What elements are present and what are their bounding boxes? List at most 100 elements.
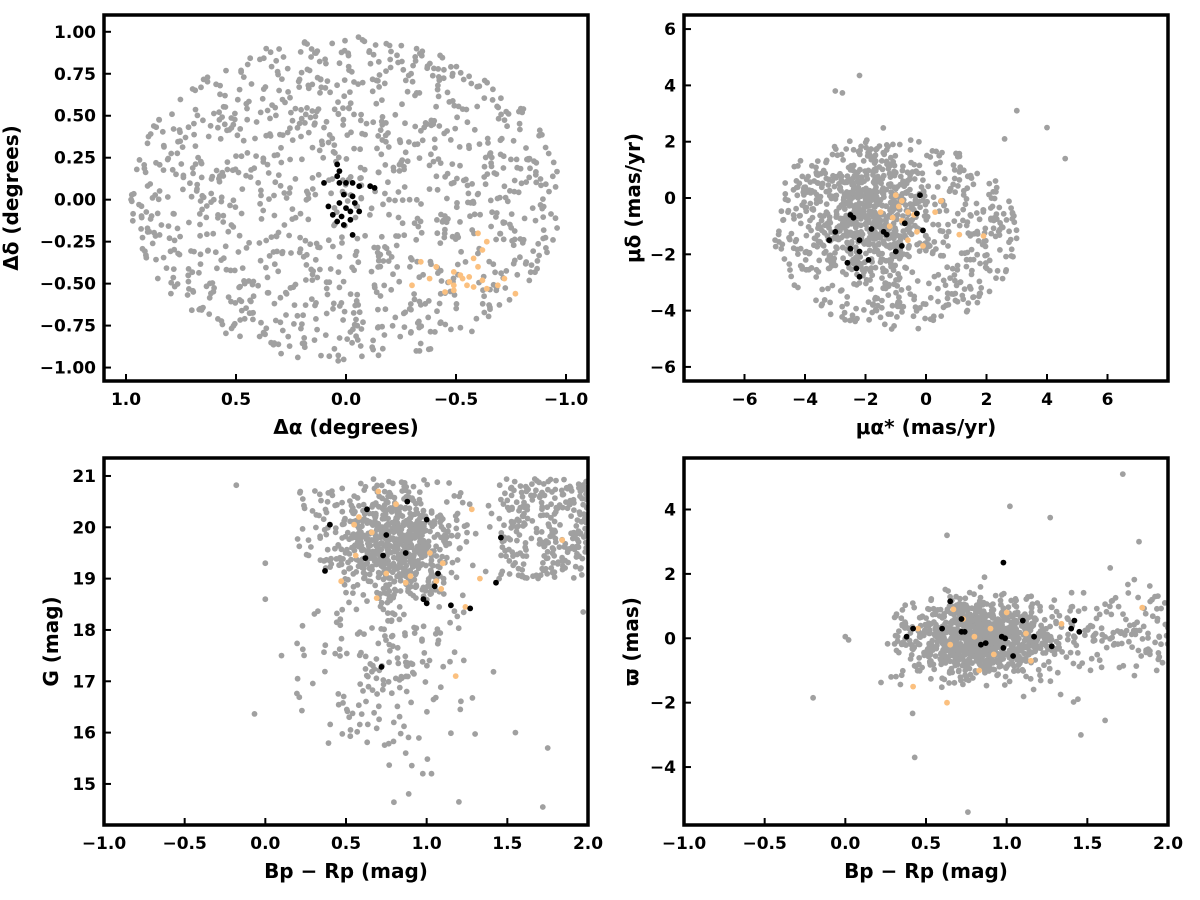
field-star-point xyxy=(164,156,171,163)
field-star-point xyxy=(469,181,475,187)
field-star-point xyxy=(1009,215,1016,222)
field-star-point xyxy=(354,235,361,242)
field-star-point xyxy=(389,536,396,542)
field-star-point xyxy=(448,569,455,576)
field-star-point xyxy=(382,511,389,517)
field-star-point xyxy=(1037,603,1043,610)
field-star-point xyxy=(421,477,427,483)
field-star-point xyxy=(344,198,351,204)
field-star-point xyxy=(493,236,499,243)
field-star-point xyxy=(367,565,374,571)
field-star-point xyxy=(574,517,581,523)
field-star-point xyxy=(253,153,259,160)
field-star-point xyxy=(383,541,390,548)
black-member-point xyxy=(325,203,332,210)
field-star-point xyxy=(522,483,529,490)
y-axis-label: G (mag) xyxy=(39,596,63,686)
field-star-point xyxy=(523,145,529,151)
field-star-point xyxy=(946,680,952,686)
black-member-point xyxy=(327,521,333,528)
field-star-point xyxy=(567,483,573,490)
y-tick-label: 2 xyxy=(664,133,676,153)
field-star-point xyxy=(938,313,945,319)
field-star-point xyxy=(364,598,370,604)
field-star-point xyxy=(529,497,536,503)
field-star-point xyxy=(994,616,1001,622)
field-star-point xyxy=(394,644,401,651)
field-star-point xyxy=(215,212,221,218)
field-star-point xyxy=(321,124,327,131)
field-star-point xyxy=(409,256,415,263)
field-star-point xyxy=(446,480,452,486)
x-tick-label: 1.0 xyxy=(992,834,1022,854)
field-star-point xyxy=(1042,650,1049,656)
field-star-point xyxy=(177,233,184,240)
field-star-point xyxy=(378,529,385,536)
orange-member-point xyxy=(990,651,997,658)
field-star-point xyxy=(906,253,912,260)
field-star-point xyxy=(954,661,961,668)
field-star-point xyxy=(543,245,549,251)
field-star-point xyxy=(501,117,508,123)
field-star-point xyxy=(370,476,377,482)
field-star-point xyxy=(507,188,513,194)
field-star-point xyxy=(442,321,449,328)
field-star-point xyxy=(475,250,481,257)
field-star-point xyxy=(419,658,426,665)
field-star-point xyxy=(309,108,316,114)
field-star-point xyxy=(143,209,150,215)
field-star-point xyxy=(940,239,947,246)
field-star-point xyxy=(880,268,887,275)
field-star-point xyxy=(393,242,400,249)
field-star-point xyxy=(305,195,312,202)
field-star-point xyxy=(941,176,948,182)
field-star-point xyxy=(322,332,329,338)
field-star-point xyxy=(511,487,517,494)
field-star-point xyxy=(911,604,918,611)
field-star-point xyxy=(395,556,402,562)
field-star-point xyxy=(921,193,928,199)
field-star-point xyxy=(448,180,455,187)
field-star-point xyxy=(788,230,795,237)
y-tick-label: −6 xyxy=(650,358,676,378)
field-star-point xyxy=(1079,660,1086,666)
field-star-point xyxy=(902,619,908,626)
field-star-point xyxy=(299,340,306,347)
field-star-point xyxy=(335,357,342,364)
field-star-point xyxy=(316,147,323,154)
field-star-point xyxy=(945,221,951,228)
field-star-point xyxy=(325,740,332,746)
field-star-point xyxy=(276,46,282,52)
field-star-point xyxy=(302,302,309,308)
field-star-point xyxy=(952,277,958,284)
field-star-point xyxy=(1010,622,1017,629)
x-tick-label: 2 xyxy=(981,390,993,410)
field-star-point xyxy=(384,610,391,616)
field-star-point xyxy=(457,162,463,169)
x-tick-label: −2 xyxy=(852,390,878,410)
field-star-point xyxy=(484,171,491,178)
field-star-point xyxy=(335,99,341,105)
field-star-point xyxy=(322,642,329,649)
field-star-point xyxy=(909,710,916,717)
field-star-point xyxy=(871,203,877,210)
field-star-point xyxy=(845,637,852,643)
field-star-point xyxy=(283,290,290,297)
field-star-point xyxy=(391,578,397,585)
field-star-point xyxy=(288,109,294,116)
field-star-point xyxy=(435,93,442,100)
black-member-point xyxy=(321,180,327,186)
field-star-point xyxy=(1103,644,1110,651)
field-star-point xyxy=(948,635,955,641)
field-star-point xyxy=(963,222,970,229)
field-star-point xyxy=(790,245,797,252)
field-star-point xyxy=(270,249,277,255)
field-star-point xyxy=(1010,641,1017,647)
field-star-point xyxy=(513,156,520,163)
field-star-point xyxy=(430,696,437,703)
field-star-point xyxy=(339,485,346,492)
field-star-point xyxy=(1000,210,1007,217)
field-star-point xyxy=(380,677,387,683)
field-star-point xyxy=(391,799,397,806)
field-star-point xyxy=(382,306,389,313)
